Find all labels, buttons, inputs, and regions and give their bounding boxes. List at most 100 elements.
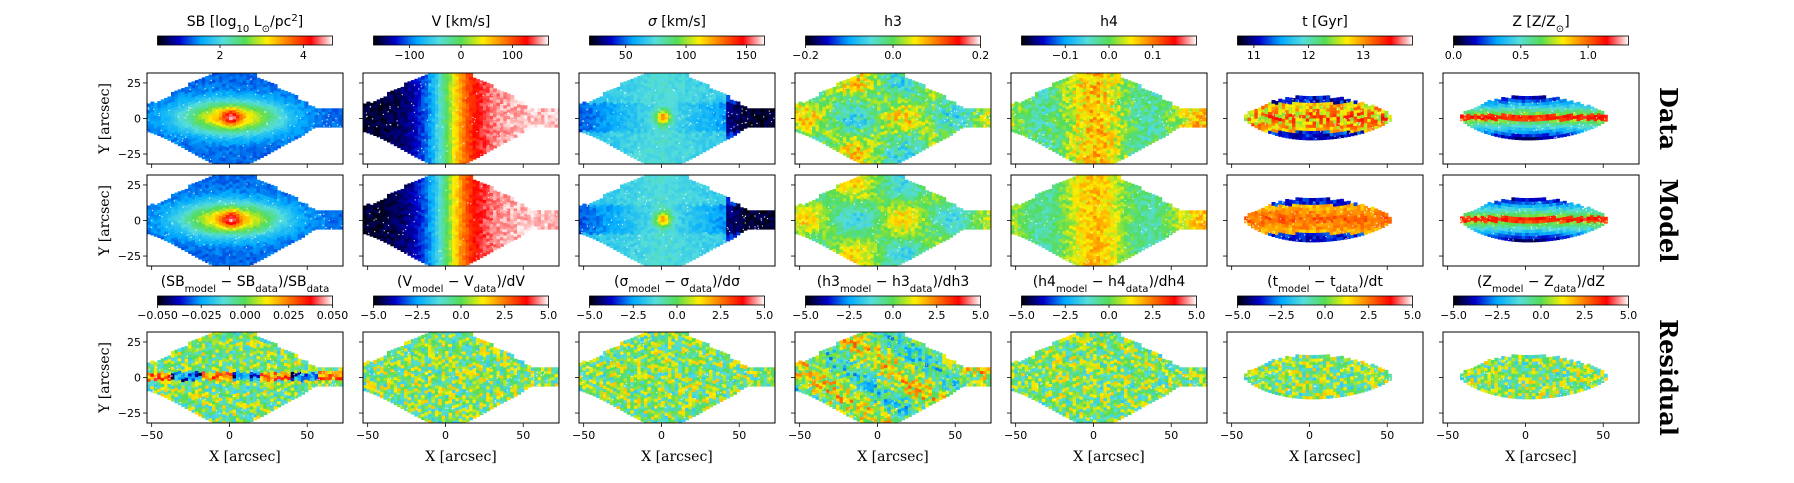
top-colorbar-1: V [km/s] −100 0 100	[373, 14, 549, 62]
colorbar-tick-label: 2.5	[1576, 309, 1594, 322]
map-cells	[1460, 354, 1608, 400]
x-tick-label: 0	[658, 429, 665, 442]
panel-residual-5: −50 0 50 X [arcsec]	[1220, 331, 1424, 465]
colorbar-tick-label: 2.5	[928, 309, 946, 322]
panel-data-6	[1439, 72, 1640, 168]
colorbar-tick-label: −2.5	[620, 309, 647, 322]
residual-colorbar-gradient	[373, 295, 549, 306]
y-tick-label: 25	[127, 336, 141, 349]
colorbar-tick-label: 0.0	[668, 309, 686, 322]
colorbar-tick-label: 0.050	[317, 309, 349, 322]
x-axis-label: X [arcsec]	[1289, 449, 1361, 465]
colorbar-tick-label: 0.0	[884, 49, 902, 62]
panel-model-4	[1007, 174, 1208, 270]
x-tick-label: −50	[1436, 429, 1459, 442]
panel-model-0: 25 0 −25 Y [arcsec]	[97, 174, 344, 270]
map-cells	[1011, 73, 1207, 164]
top-colorbar-6: Z [Z/Z⊙] 0.0 0.5 1.0	[1445, 14, 1629, 62]
map-cells	[147, 73, 343, 164]
colorbar-tick-label: −2.5	[1052, 309, 1079, 322]
y-tick-label: 25	[127, 77, 141, 90]
colorbar-tick-label: −2.5	[836, 309, 863, 322]
panel-model-6	[1439, 174, 1640, 270]
x-tick-label: 50	[948, 429, 962, 442]
colorbar-tick-label: −2.5	[1484, 309, 1511, 322]
colorbar-tick-label: 150	[736, 49, 757, 62]
residual-colorbar-title: (h4model − h4data)/dh4	[1033, 274, 1186, 295]
x-tick-label: 0	[1090, 429, 1097, 442]
map-cells	[1011, 332, 1207, 423]
x-tick-label: 50	[1596, 429, 1610, 442]
map-cells	[1244, 354, 1392, 400]
y-tick-label: 0	[134, 215, 141, 228]
panel-data-3	[791, 72, 992, 168]
colorbar-tick-label: 50	[619, 49, 633, 62]
residual-colorbar-5: (tmodel − tdata)/dt −5.0 −2.5 0.0 2.5 5.0	[1224, 274, 1421, 322]
y-tick-label: −25	[118, 148, 141, 161]
x-tick-label: −50	[1004, 429, 1027, 442]
colorbar-tick-label: 0.0	[1100, 309, 1118, 322]
colorbar-tick-label: 0	[458, 49, 465, 62]
colorbar-tick-label: 2.5	[712, 309, 730, 322]
colorbar-tick-label: 0.0	[1532, 309, 1550, 322]
colorbar-tick-label: −5.0	[1008, 309, 1035, 322]
colorbar-tick-label: −0.050	[137, 309, 178, 322]
residual-colorbars: (SBmodel − SBdata)/SBdata −0.050 −0.025 0.0…	[137, 274, 1637, 322]
colorbar-tick-label: 2.5	[496, 309, 514, 322]
top-colorbar-title: h3	[884, 14, 902, 30]
colorbar-tick-label: 2.5	[1144, 309, 1162, 322]
top-colorbar-title: t [Gyr]	[1302, 14, 1348, 30]
x-axis-label: X [arcsec]	[209, 449, 281, 465]
panel-model-5	[1223, 174, 1424, 270]
colorbar-tick-label: 100	[676, 49, 697, 62]
panel-data-5	[1223, 72, 1424, 168]
map-cells	[363, 73, 559, 164]
colorbar-tick-label: −5.0	[1224, 309, 1251, 322]
x-tick-label: 0	[442, 429, 449, 442]
top-colorbar-title: V [km/s]	[432, 14, 491, 30]
residual-colorbar-gradient	[1453, 295, 1629, 306]
colorbar-tick-label: 0.0	[1445, 49, 1463, 62]
residual-colorbar-title: (Zmodel − Zdata)/dZ	[1477, 274, 1605, 295]
row-label-data: Data	[1654, 87, 1683, 150]
panel-data-0: 25 0 −25 Y [arcsec]	[97, 72, 344, 168]
colorbar-tick-label: −100	[394, 49, 424, 62]
x-tick-label: 50	[1164, 429, 1178, 442]
y-tick-label: −25	[118, 250, 141, 263]
map-cells	[147, 175, 343, 266]
x-tick-label: 0	[874, 429, 881, 442]
x-tick-label: −50	[140, 429, 163, 442]
panel-data-4	[1007, 72, 1208, 168]
map-cells	[1459, 197, 1608, 243]
panel-residual-4: −50 0 50 X [arcsec]	[1004, 331, 1208, 465]
residual-colorbar-3: (h3model − h3data)/dh3 −5.0 −2.5 0.0 2.5 5.0	[792, 274, 989, 322]
top-colorbar-4: h4 −0.1 0.0 0.1	[1021, 14, 1197, 62]
x-tick-label: 50	[300, 429, 314, 442]
colorbar-tick-label: 0.000	[229, 309, 261, 322]
residual-colorbar-6: (Zmodel − Zdata)/dZ −5.0 −2.5 0.0 2.5 5.0	[1440, 274, 1637, 322]
residual-colorbar-gradient	[157, 295, 333, 306]
x-tick-label: −50	[572, 429, 595, 442]
colorbar-tick-label: −2.5	[404, 309, 431, 322]
colorbar-tick-label: 4	[300, 49, 307, 62]
top-colorbar-gradient	[157, 35, 333, 46]
panel-residual-0: −50 0 50 25 0 −25 X [arcsec] Y [arcsec]	[97, 331, 344, 465]
colorbar-tick-label: 12	[1302, 49, 1316, 62]
row-label-model: Model	[1654, 179, 1683, 263]
x-tick-label: 0	[1522, 429, 1529, 442]
x-tick-label: −50	[356, 429, 379, 442]
x-axis-label: X [arcsec]	[425, 449, 497, 465]
x-axis-label: X [arcsec]	[641, 449, 713, 465]
colorbar-tick-label: −2.5	[1268, 309, 1295, 322]
colorbar-tick-label: 11	[1247, 49, 1261, 62]
colorbar-tick-label: 0.0	[1316, 309, 1334, 322]
residual-colorbar-title: (tmodel − tdata)/dt	[1267, 274, 1383, 295]
map-cells	[363, 332, 559, 423]
panel-data-2	[575, 72, 776, 168]
colorbar-tick-label: 2.5	[1360, 309, 1378, 322]
residual-colorbar-gradient	[1021, 295, 1197, 306]
map-cells	[579, 332, 775, 423]
x-axis-label: X [arcsec]	[857, 449, 929, 465]
